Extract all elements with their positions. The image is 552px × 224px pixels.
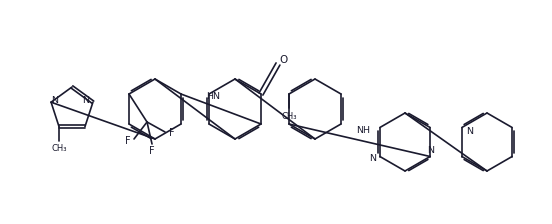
Text: N: N	[466, 127, 474, 136]
Text: N: N	[428, 146, 434, 155]
Text: N: N	[82, 96, 89, 105]
Text: O: O	[280, 55, 288, 65]
Text: CH₃: CH₃	[282, 112, 297, 121]
Text: F: F	[169, 128, 175, 138]
Text: N: N	[369, 154, 376, 163]
Text: F: F	[149, 146, 155, 156]
Text: F: F	[125, 136, 131, 146]
Text: HN: HN	[206, 91, 220, 101]
Text: CH₃: CH₃	[51, 144, 67, 153]
Text: N: N	[51, 96, 59, 105]
Text: NH: NH	[357, 126, 370, 135]
